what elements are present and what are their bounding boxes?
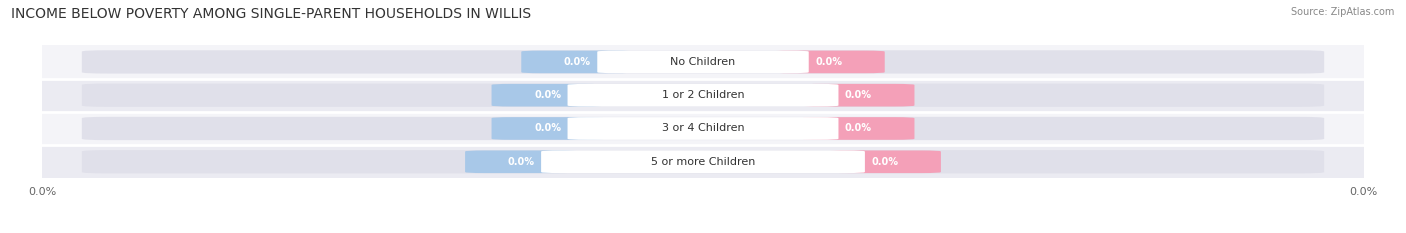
FancyBboxPatch shape xyxy=(82,50,1324,74)
Text: 0.0%: 0.0% xyxy=(815,57,842,67)
Text: 0.0%: 0.0% xyxy=(508,157,534,167)
Bar xyxy=(42,45,1364,79)
FancyBboxPatch shape xyxy=(492,84,605,106)
Text: 0.0%: 0.0% xyxy=(564,57,591,67)
Text: INCOME BELOW POVERTY AMONG SINGLE-PARENT HOUSEHOLDS IN WILLIS: INCOME BELOW POVERTY AMONG SINGLE-PARENT… xyxy=(11,7,531,21)
Text: No Children: No Children xyxy=(671,57,735,67)
Text: 0.0%: 0.0% xyxy=(845,90,872,100)
FancyBboxPatch shape xyxy=(598,51,808,73)
FancyBboxPatch shape xyxy=(828,151,941,173)
FancyBboxPatch shape xyxy=(772,51,884,73)
FancyBboxPatch shape xyxy=(568,117,838,140)
Text: 0.0%: 0.0% xyxy=(845,123,872,134)
FancyBboxPatch shape xyxy=(82,117,1324,140)
Bar xyxy=(42,79,1364,112)
FancyBboxPatch shape xyxy=(492,117,605,140)
Bar xyxy=(42,112,1364,145)
Text: 5 or more Children: 5 or more Children xyxy=(651,157,755,167)
FancyBboxPatch shape xyxy=(801,117,914,140)
FancyBboxPatch shape xyxy=(541,151,865,173)
Text: 0.0%: 0.0% xyxy=(534,123,561,134)
Text: 0.0%: 0.0% xyxy=(534,90,561,100)
Text: 0.0%: 0.0% xyxy=(872,157,898,167)
FancyBboxPatch shape xyxy=(522,51,634,73)
FancyBboxPatch shape xyxy=(82,84,1324,107)
FancyBboxPatch shape xyxy=(82,150,1324,173)
FancyBboxPatch shape xyxy=(801,84,914,106)
Text: Source: ZipAtlas.com: Source: ZipAtlas.com xyxy=(1291,7,1395,17)
Bar xyxy=(42,145,1364,178)
Text: 1 or 2 Children: 1 or 2 Children xyxy=(662,90,744,100)
Text: 3 or 4 Children: 3 or 4 Children xyxy=(662,123,744,134)
FancyBboxPatch shape xyxy=(465,151,578,173)
FancyBboxPatch shape xyxy=(568,84,838,106)
